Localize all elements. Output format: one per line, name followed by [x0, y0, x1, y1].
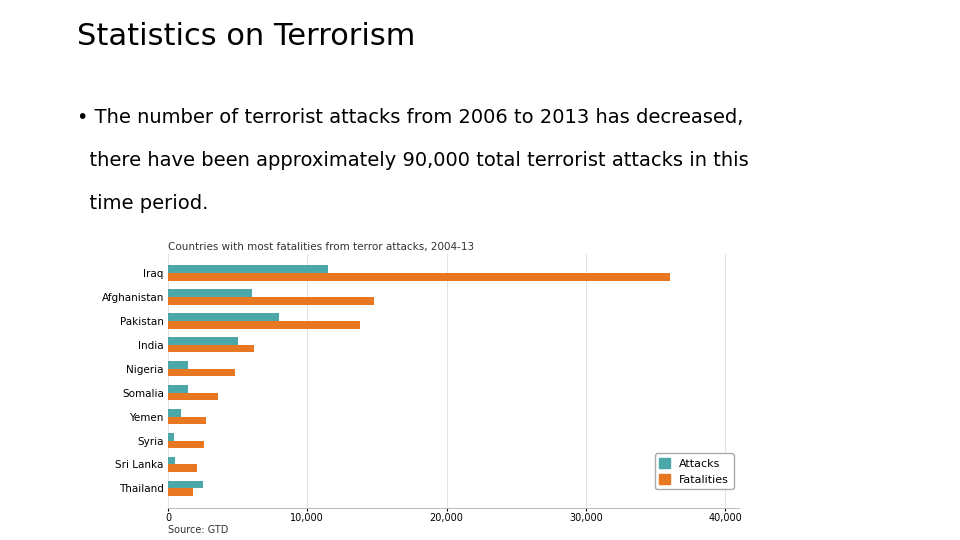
Bar	[168, 289, 252, 297]
Bar	[168, 385, 187, 393]
Bar	[168, 345, 254, 353]
Bar	[168, 273, 669, 281]
Bar	[168, 441, 204, 448]
Legend: Attacks, Fatalities: Attacks, Fatalities	[655, 454, 733, 489]
Bar	[168, 369, 235, 376]
Text: Countries with most fatalities from terror attacks, 2004-13: Countries with most fatalities from terr…	[168, 241, 474, 252]
Bar	[168, 488, 193, 496]
Text: • The number of terrorist attacks from 2006 to 2013 has decreased,: • The number of terrorist attacks from 2…	[77, 108, 743, 127]
Bar	[168, 457, 175, 464]
Bar	[168, 481, 203, 488]
Text: time period.: time period.	[77, 194, 208, 213]
Bar	[168, 361, 187, 369]
Bar	[168, 409, 180, 416]
Bar	[168, 265, 328, 273]
Bar	[168, 321, 360, 328]
Bar	[168, 433, 174, 441]
Bar	[168, 297, 374, 305]
Bar	[168, 464, 197, 472]
Bar	[168, 313, 279, 321]
Bar	[168, 393, 218, 400]
Text: there have been approximately 90,000 total terrorist attacks in this: there have been approximately 90,000 tot…	[77, 151, 749, 170]
Text: Source: GTD: Source: GTD	[168, 524, 228, 535]
Bar	[168, 337, 238, 345]
Text: Statistics on Terrorism: Statistics on Terrorism	[77, 22, 415, 51]
Bar	[168, 416, 205, 424]
